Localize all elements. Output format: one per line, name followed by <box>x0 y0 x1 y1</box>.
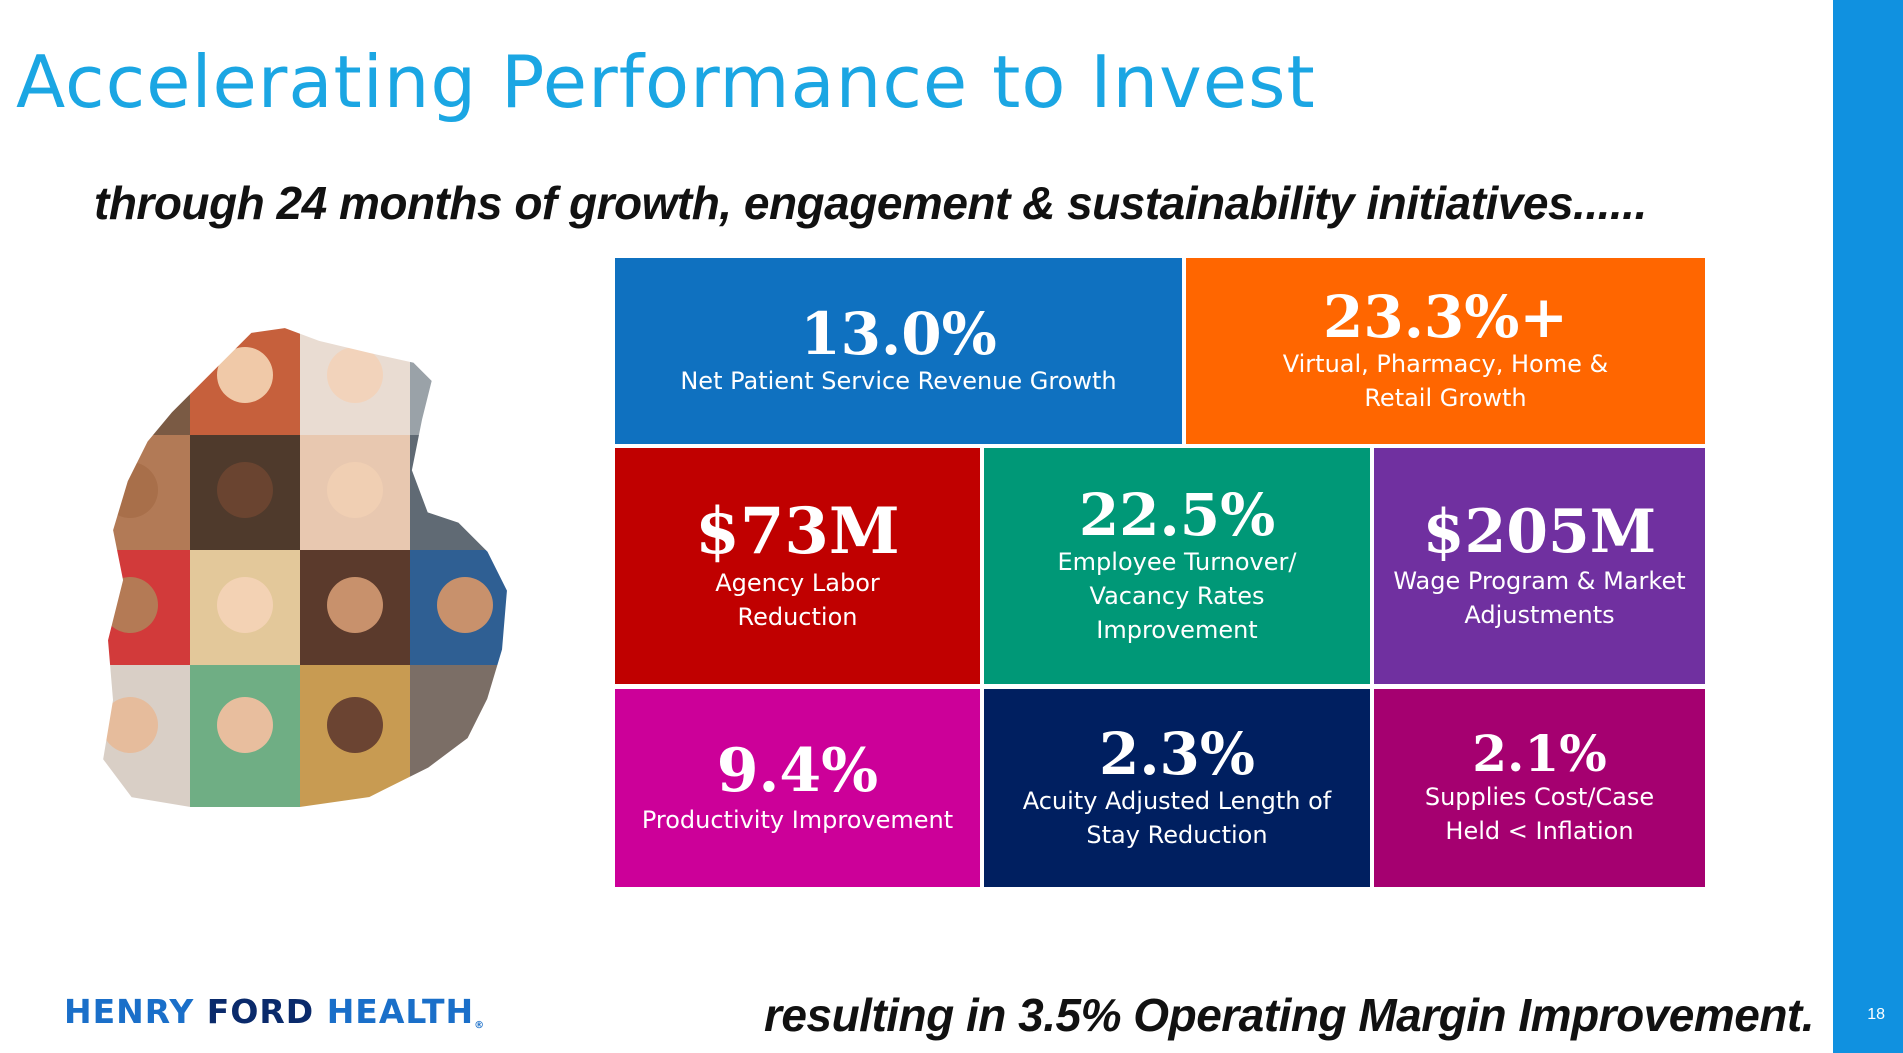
logo-word: FORD <box>206 992 315 1031</box>
metric-label: Adjustments <box>1464 600 1615 629</box>
metric-label: Agency Labor <box>715 568 880 597</box>
metric-tile-supplies-cost: 2.1% Supplies Cost/Case Held < Inflation <box>1374 689 1705 887</box>
metric-value: 22.5% <box>1078 480 1276 549</box>
slide-subtitle: through 24 months of growth, engagement … <box>94 177 1647 229</box>
metric-label: Employee Turnover/ <box>1057 548 1297 577</box>
metric-value: 2.3% <box>1098 719 1256 788</box>
metric-tile-virtual-growth: 23.3%+ Virtual, Pharmacy, Home & Retail … <box>1186 258 1705 444</box>
metric-label: Retail Growth <box>1364 384 1527 413</box>
metric-tile-agency-labor: $73M Agency Labor Reduction <box>615 448 980 684</box>
slide-footer: resulting in 3.5% Operating Margin Impro… <box>764 989 1815 1041</box>
metric-label: Reduction <box>737 602 858 631</box>
metric-value: 23.3%+ <box>1323 282 1568 351</box>
metric-label: Stay Reduction <box>1086 821 1268 850</box>
metric-label: Productivity Improvement <box>641 805 954 834</box>
logo-word: HENRY <box>64 992 195 1031</box>
side-accent-bar <box>1833 0 1903 1053</box>
metric-label: Acuity Adjusted Length of <box>1022 787 1332 816</box>
metric-label: Vacancy Rates <box>1089 582 1265 611</box>
metric-value: 13.0% <box>800 299 997 368</box>
metric-tile-revenue: 13.0% Net Patient Service Revenue Growth <box>615 258 1182 444</box>
metric-value: 9.4% <box>716 735 879 806</box>
metric-value: $205M <box>1422 496 1657 567</box>
metric-tile-length-of-stay: 2.3% Acuity Adjusted Length of Stay Redu… <box>984 689 1370 887</box>
metric-label: Supplies Cost/Case <box>1424 783 1655 812</box>
metric-tile-productivity: 9.4% Productivity Improvement <box>615 689 980 887</box>
metric-label: Improvement <box>1096 616 1258 645</box>
metric-label: Held < Inflation <box>1445 817 1634 846</box>
metric-value: $73M <box>695 494 900 570</box>
henry-ford-health-logo: HENRY FORD HEALTH® <box>64 992 485 1031</box>
metric-label: Virtual, Pharmacy, Home & <box>1282 350 1609 379</box>
slide-title: Accelerating Performance to Invest <box>16 40 1316 124</box>
metric-value: 2.1% <box>1472 723 1607 783</box>
metric-tile-wage-program: $205M Wage Program & Market Adjustments <box>1374 448 1705 684</box>
photo-tile <box>100 325 190 435</box>
logo-word: HEALTH <box>326 992 475 1031</box>
page-number: 18 <box>1867 1006 1885 1023</box>
metric-label: Wage Program & Market <box>1393 566 1686 595</box>
metric-label: Net Patient Service Revenue Growth <box>680 367 1117 396</box>
metric-tile-employee-turnover: 22.5% Employee Turnover/ Vacancy Rates I… <box>984 448 1370 684</box>
michigan-photo-map <box>96 321 514 813</box>
logo-registered-mark: ® <box>474 1020 486 1031</box>
